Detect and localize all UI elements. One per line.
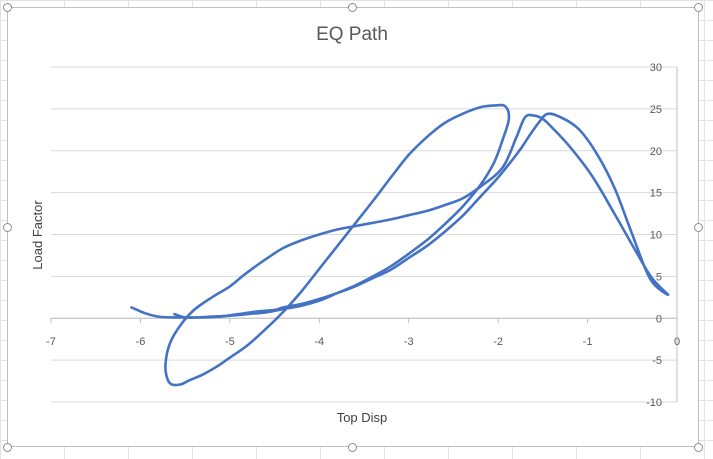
y-tick-label: 5 <box>656 271 662 283</box>
x-tick-label: -4 <box>314 336 324 348</box>
y-tick-label: 15 <box>650 188 662 200</box>
y-tick-label: 30 <box>650 62 662 74</box>
series-group <box>130 103 670 387</box>
resize-handle-top-left[interactable] <box>3 3 12 12</box>
y-tick-label: 25 <box>650 104 662 116</box>
x-tick-label: -6 <box>136 336 146 348</box>
y-tick-label: -5 <box>652 355 662 367</box>
x-tick-label: -2 <box>493 336 503 348</box>
y-axis-title: Load Factor <box>30 200 45 270</box>
x-tick-label: -1 <box>583 336 593 348</box>
y-tick-label: 10 <box>650 230 662 242</box>
resize-handle-top[interactable] <box>348 3 357 12</box>
y-tick-label: -10 <box>646 397 662 409</box>
chart-title: EQ Path <box>316 24 388 45</box>
x-tick-label: 0 <box>674 336 680 348</box>
gridlines <box>51 66 677 403</box>
y-tick-label: 20 <box>650 146 662 158</box>
y-tick-label: 0 <box>656 313 662 325</box>
axes <box>50 67 678 402</box>
resize-handle-bottom-left[interactable] <box>3 443 12 452</box>
resize-handle-top-right[interactable] <box>694 3 703 12</box>
series-line-0[interactable] <box>130 103 670 387</box>
resize-handle-bottom-right[interactable] <box>694 443 703 452</box>
x-tick-label: -3 <box>404 336 414 348</box>
resize-handle-right[interactable] <box>694 223 703 232</box>
x-axis-title: Top Disp <box>337 410 388 425</box>
x-tick-label: -5 <box>225 336 235 348</box>
x-tick-label: -7 <box>46 336 56 348</box>
resize-handle-bottom[interactable] <box>348 443 357 452</box>
resize-handle-left[interactable] <box>3 223 12 232</box>
